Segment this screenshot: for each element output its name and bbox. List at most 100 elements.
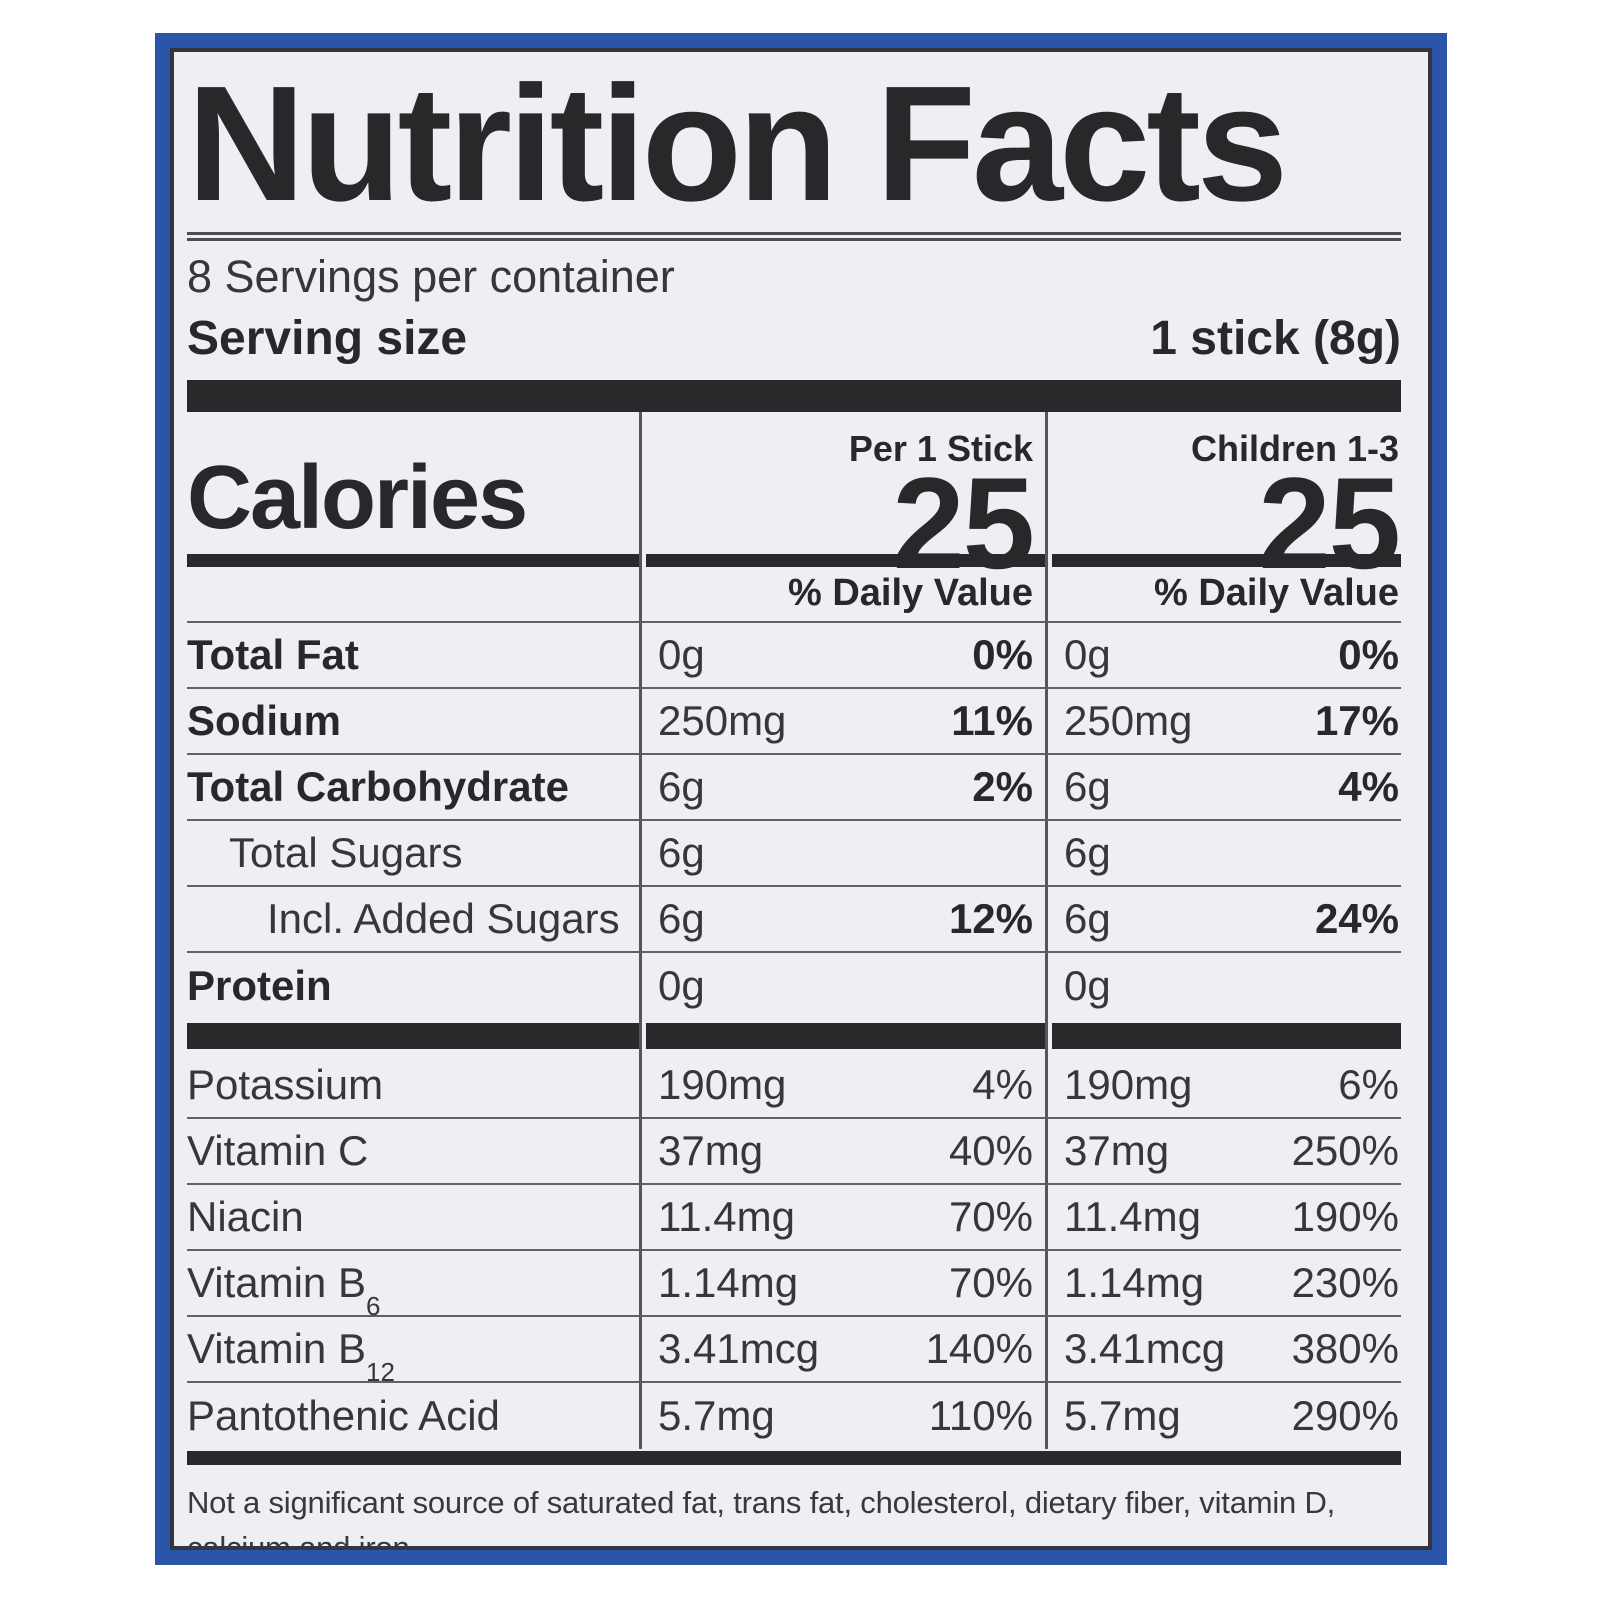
amount-per-stick: 6g (658, 762, 705, 810)
calories-label: Calories (187, 447, 528, 548)
nutrient-label: Total Carbohydrate (187, 762, 569, 810)
per-stick-value-cell: 1.14mg 70% (639, 1250, 1045, 1317)
daily-value-children: 380% (1291, 1324, 1399, 1372)
daily-value-children: 230% (1291, 1258, 1399, 1306)
daily-value-per-stick: 0% (972, 630, 1033, 678)
empty-cell (187, 567, 639, 623)
per-stick-value-cell: 37mg 40% (639, 1118, 1045, 1185)
per-stick-value-cell: 250mg 11% (639, 688, 1045, 755)
children-value-cell: 6g 4% (1045, 754, 1401, 821)
daily-value-children: 190% (1291, 1192, 1399, 1240)
table-row: Sodium 250mg 11% 250mg 17% (187, 688, 1401, 755)
amount-children: 6g (1064, 828, 1111, 876)
black-bar (1045, 553, 1401, 567)
per-stick-value-cell: 11.4mg 70% (639, 1184, 1045, 1251)
children-value-cell: 3.41mcg 380% (1045, 1316, 1401, 1383)
thick-separator-bar (187, 379, 1401, 412)
black-bar (639, 1018, 1045, 1053)
daily-value-children: 290% (1291, 1391, 1399, 1439)
daily-value-per-stick: 110% (928, 1391, 1033, 1439)
bottom-separator-bar (187, 1450, 1401, 1465)
daily-value-header-children: % Daily Value (1045, 566, 1401, 623)
children-value-cell: 11.4mg 190% (1045, 1184, 1401, 1251)
table-row: Protein 0g 0g (187, 952, 1401, 1019)
amount-children: 11.4mg (1064, 1192, 1201, 1240)
table-row: Total Sugars 6g 6g (187, 820, 1401, 887)
nutrient-name-cell: Total Sugars (187, 821, 639, 887)
nutrient-label: Total Fat (187, 630, 359, 678)
nutrition-label: Nutrition Facts 8 Servings per container… (170, 48, 1432, 1550)
amount-children: 3.41mcg (1064, 1324, 1226, 1372)
daily-value-per-stick: 4% (972, 1060, 1033, 1108)
children-value-cell: 6g (1045, 820, 1401, 887)
per-stick-value-cell: 6g 12% (639, 886, 1045, 953)
table-row: Niacin 11.4mg 70% 11.4mg 190% (187, 1184, 1401, 1251)
label-title: Nutrition Facts (187, 52, 1288, 235)
amount-children: 6g (1064, 894, 1111, 942)
table-row: Vitamin B6 1.14mg 70% 1.14mg 230% (187, 1250, 1401, 1322)
per-stick-value-cell: 0g (639, 952, 1045, 1019)
per-stick-value-cell: 0g 0% (639, 622, 1045, 689)
nutrient-label: Potassium (187, 1060, 384, 1108)
table-row: Vitamin B12 3.41mcg 140% 3.41mcg 380% (187, 1316, 1401, 1385)
per-stick-value-cell: 3.41mcg 140% (639, 1316, 1045, 1383)
children-value-cell: 0g 0% (1045, 622, 1401, 689)
serving-size-row: Serving size 1 stick (8g) (187, 311, 1401, 366)
per-stick-column-header: Per 1 Stick (848, 427, 1033, 469)
nutrient-name-cell: Sodium (187, 689, 639, 755)
vitamin-rows: Potassium 190mg 4% 190mg 6% Vitamin C 37… (187, 1052, 1401, 1449)
nutrient-rows: Total Fat 0g 0% 0g 0% Sodium 250mg 11% 2… (187, 622, 1401, 1019)
title-double-rule (187, 231, 1401, 241)
amount-per-stick: 250mg (658, 696, 787, 744)
daily-value-header-row: % Daily Value % Daily Value (187, 566, 1401, 623)
daily-value-per-stick: 12% (948, 894, 1033, 942)
amount-children: 6g (1064, 762, 1111, 810)
amount-children: 0g (1064, 961, 1111, 1009)
nutrient-name-cell: Protein (187, 953, 639, 1019)
nutrient-label: Vitamin B6 (187, 1258, 381, 1322)
amount-children: 37mg (1064, 1126, 1170, 1174)
servings-per-container: 8 Servings per container (187, 250, 675, 302)
children-value-cell: 37mg 250% (1045, 1118, 1401, 1185)
daily-value-per-stick: 70% (948, 1258, 1033, 1306)
table-row: Potassium 190mg 4% 190mg 6% (187, 1052, 1401, 1119)
children-value-cell: 190mg 6% (1045, 1052, 1401, 1119)
nutrient-name-cell: Vitamin B6 (187, 1251, 639, 1322)
children-value-cell: 250mg 17% (1045, 688, 1401, 755)
children-value-cell: 6g 24% (1045, 886, 1401, 953)
nutrient-label: Total Sugars (229, 828, 463, 876)
nutrient-name-cell: Pantothenic Acid (187, 1383, 639, 1449)
black-bar (1045, 1018, 1401, 1053)
black-bar (639, 553, 1045, 567)
table-row: Vitamin C 37mg 40% 37mg 250% (187, 1118, 1401, 1185)
amount-per-stick: 3.41mcg (658, 1324, 820, 1372)
table-row: Incl. Added Sugars 6g 12% 6g 24% (187, 886, 1401, 953)
nutrient-label: Sodium (187, 696, 341, 744)
nutrient-label: Pantothenic Acid (187, 1391, 500, 1439)
amount-per-stick: 6g (658, 894, 705, 942)
amount-children: 5.7mg (1064, 1391, 1181, 1439)
daily-value-per-stick: 140% (925, 1324, 1033, 1372)
nutrient-name-cell: Incl. Added Sugars (187, 887, 639, 953)
nutrient-label: Protein (187, 961, 332, 1009)
amount-children: 250mg (1064, 696, 1193, 744)
calories-cell: Calories (187, 412, 639, 554)
per-stick-value-cell: 190mg 4% (639, 1052, 1045, 1119)
nutrient-name-cell: Potassium (187, 1053, 639, 1119)
daily-value-children: 24% (1314, 894, 1399, 942)
calories-per-stick-cell: Per 1 Stick 25 (639, 411, 1045, 588)
per-stick-value-cell: 6g (639, 820, 1045, 887)
daily-value-children: 4% (1338, 762, 1399, 810)
calories-section: Calories Per 1 Stick 25 Children 1-3 25 (187, 411, 1401, 588)
children-column-header: Children 1-3 (1190, 427, 1399, 469)
amount-per-stick: 11.4mg (658, 1192, 795, 1240)
table-row: Total Carbohydrate 6g 2% 6g 4% (187, 754, 1401, 821)
children-value-cell: 0g (1045, 952, 1401, 1019)
daily-value-children: 17% (1314, 696, 1399, 744)
footnote: Not a significant source of saturated fa… (187, 1484, 1336, 1550)
amount-per-stick: 37mg (658, 1126, 764, 1174)
calories-children-cell: Children 1-3 25 (1045, 411, 1401, 588)
daily-value-per-stick: 2% (972, 762, 1033, 810)
amount-per-stick: 1.14mg (658, 1258, 799, 1306)
blue-frame: Nutrition Facts 8 Servings per container… (155, 33, 1447, 1565)
